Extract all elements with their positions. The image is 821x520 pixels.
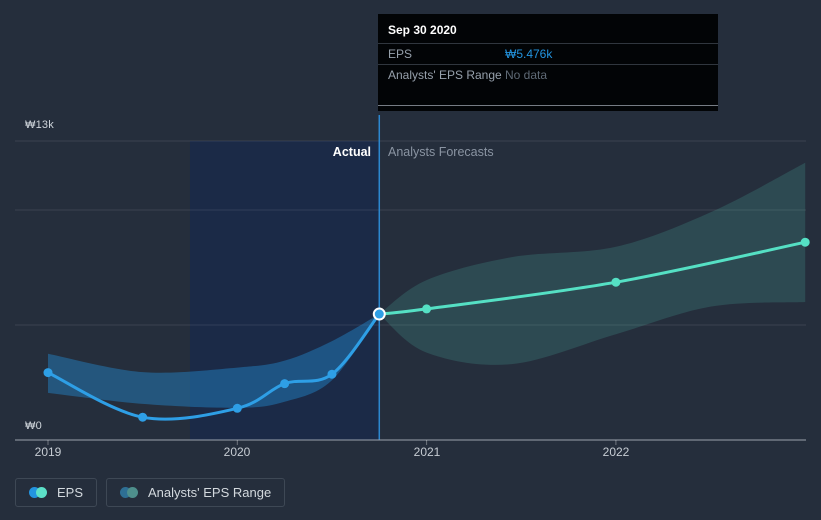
x-tick-2019: 2019	[34, 445, 62, 459]
x-tick-2020: 2020	[223, 445, 251, 459]
eps-forecast-dot-icon	[36, 487, 47, 498]
analysts-eps-range-past-band	[48, 314, 380, 408]
data-point-actual-2020[interactable]	[232, 403, 242, 413]
forecast-region-label: Analysts Forecasts	[388, 145, 494, 159]
legend-eps-button[interactable]: EPS	[15, 478, 98, 507]
legend-eps-label: EPS	[57, 485, 84, 500]
tooltip-row-range: Analysts' EPS Range No data	[378, 64, 718, 85]
data-point-actual-2020.25[interactable]	[280, 379, 290, 389]
legend-analysts-range-label: Analysts' EPS Range	[148, 485, 272, 500]
chart-tooltip: Sep 30 2020 EPS ₩5.476k Analysts' EPS Ra…	[378, 14, 718, 111]
range-past-dot-icon	[120, 487, 132, 498]
chart-legend: EPS Analysts' EPS Range	[15, 478, 294, 507]
tooltip-bottom-divider	[378, 105, 718, 106]
tooltip-range-value: No data	[505, 68, 548, 82]
eps-actual-dot-icon	[29, 487, 40, 498]
legend-analysts-range-button[interactable]: Analysts' EPS Range	[106, 478, 286, 507]
x-tick-2021: 2021	[413, 445, 441, 459]
y-axis-min-label: ₩0	[25, 420, 42, 432]
tooltip-eps-value: ₩5.476k	[505, 47, 553, 61]
eps-legend-icon	[29, 487, 47, 498]
tooltip-range-label: Analysts' EPS Range	[388, 68, 502, 82]
data-point-actual-2019[interactable]	[43, 368, 53, 378]
data-point-forecast-2023[interactable]	[800, 237, 810, 247]
actual-region-label: Actual	[332, 145, 371, 159]
tooltip-eps-label: EPS	[388, 47, 413, 61]
eps-actual-line	[46, 312, 381, 421]
data-point-forecast-2022[interactable]	[611, 277, 621, 287]
data-point-forecast-2021[interactable]	[422, 304, 432, 314]
y-axis-max-label: ₩13k	[25, 119, 54, 131]
tooltip-row-eps: EPS ₩5.476k	[378, 43, 718, 64]
range-forecast-dot-icon	[127, 487, 139, 498]
analysts-eps-range-forecast-band	[379, 162, 806, 365]
tooltip-date: Sep 30 2020	[388, 23, 457, 37]
x-tick-2022: 2022	[602, 445, 630, 459]
highlight-period-region	[189, 141, 380, 440]
selected-data-point[interactable]	[372, 307, 386, 321]
data-point-actual-2019.5[interactable]	[138, 412, 148, 422]
data-point-actual-2020.5[interactable]	[327, 369, 337, 379]
eps-forecast-line	[377, 240, 807, 316]
analysts-range-legend-icon	[120, 487, 139, 498]
